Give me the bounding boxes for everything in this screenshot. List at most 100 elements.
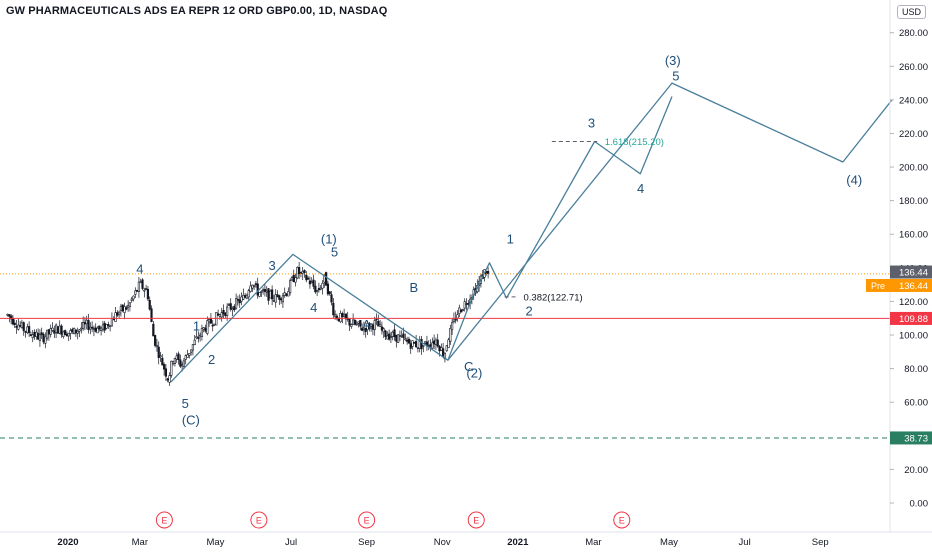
candle-body bbox=[51, 327, 54, 331]
candle-body bbox=[388, 333, 391, 340]
candle-body bbox=[28, 326, 31, 334]
price-tag bbox=[890, 265, 932, 279]
candle-body bbox=[292, 274, 295, 283]
candle-body bbox=[35, 331, 38, 338]
fib-levels-layer: 0.382(122.71) 1.618(215.20) bbox=[504, 137, 664, 303]
candle-body bbox=[458, 307, 461, 314]
wave-label: B bbox=[410, 280, 419, 295]
candle-body bbox=[242, 294, 245, 300]
y-tick-label: 100.00 bbox=[899, 331, 928, 342]
candle-body bbox=[321, 283, 324, 289]
candle-body bbox=[431, 342, 434, 349]
candle-body bbox=[148, 299, 151, 310]
candle-body bbox=[33, 331, 36, 337]
candle-body bbox=[105, 324, 108, 329]
candle-body bbox=[265, 290, 268, 293]
candle-body bbox=[287, 291, 290, 297]
impulse-wave-line bbox=[447, 82, 893, 361]
candle-body bbox=[307, 277, 310, 280]
candle-body bbox=[179, 359, 182, 367]
candle-body bbox=[182, 360, 186, 367]
candle-body bbox=[38, 334, 42, 341]
candle-body bbox=[154, 335, 157, 346]
candle-body bbox=[123, 306, 126, 313]
x-tick-label: Sep bbox=[358, 537, 375, 548]
candle-body bbox=[103, 322, 106, 331]
candle-body bbox=[359, 319, 362, 327]
candle-body bbox=[193, 339, 196, 346]
candle-body bbox=[116, 312, 119, 316]
candle-body bbox=[436, 339, 439, 347]
candle-body bbox=[56, 326, 60, 334]
candle-body bbox=[317, 288, 321, 291]
candle-body bbox=[298, 267, 301, 275]
candle-body bbox=[371, 324, 375, 330]
currency-button[interactable]: USD bbox=[896, 5, 926, 19]
candle-body bbox=[107, 324, 110, 326]
wave-label: 2 bbox=[526, 304, 533, 319]
candle-body bbox=[375, 318, 378, 321]
candle-body bbox=[407, 338, 411, 344]
wave-label: 5 bbox=[672, 68, 679, 83]
price-tag-label: 109.88 bbox=[899, 314, 928, 325]
wave-label: 1 bbox=[507, 231, 514, 246]
candle-body bbox=[380, 326, 384, 331]
candle-body bbox=[188, 353, 191, 356]
earnings-marker bbox=[358, 511, 376, 529]
wave-label: A bbox=[362, 317, 371, 332]
candle-body bbox=[420, 338, 423, 350]
candle-body bbox=[118, 311, 121, 315]
candle-body bbox=[440, 347, 443, 351]
earnings-marker-label: E bbox=[256, 516, 262, 526]
candle-body bbox=[109, 325, 112, 328]
x-tick-label: May bbox=[206, 537, 224, 548]
y-tick-label: 280.00 bbox=[899, 28, 928, 39]
candle-body bbox=[29, 334, 33, 336]
y-tick-label: 0.00 bbox=[910, 499, 929, 510]
price-axis: 0.0020.0040.0060.0080.00100.00120.00140.… bbox=[866, 0, 932, 532]
x-tick-label: 2021 bbox=[507, 537, 529, 548]
candle-body bbox=[152, 323, 155, 337]
candle-body bbox=[451, 322, 454, 331]
candle-body bbox=[245, 294, 249, 299]
corrective-wave-line bbox=[170, 96, 673, 383]
candle-body bbox=[130, 298, 133, 301]
candle-body bbox=[199, 334, 202, 337]
candle-body bbox=[260, 291, 263, 293]
candle-body bbox=[389, 336, 393, 338]
candle-body bbox=[217, 313, 220, 316]
fib-level-label: 0.382(122.71) bbox=[523, 292, 582, 303]
candle-body bbox=[411, 340, 414, 347]
candle-body bbox=[393, 329, 396, 338]
candle-body bbox=[251, 284, 254, 289]
candle-body bbox=[386, 335, 389, 340]
earnings-marker bbox=[250, 511, 268, 529]
candle-body bbox=[267, 288, 270, 301]
candle-body bbox=[168, 375, 171, 383]
candle-body bbox=[334, 314, 337, 317]
candle-body bbox=[280, 298, 283, 301]
candle-body bbox=[305, 274, 308, 281]
candle-body bbox=[114, 312, 117, 322]
candle-body bbox=[184, 355, 187, 360]
candle-body bbox=[31, 334, 34, 339]
wave-label: 3 bbox=[588, 115, 595, 130]
candle-body bbox=[67, 332, 70, 337]
candle-body bbox=[172, 361, 175, 364]
x-tick-label: 2020 bbox=[57, 537, 78, 548]
candle-body bbox=[357, 321, 360, 324]
candle-body bbox=[37, 333, 40, 340]
candle-body bbox=[197, 337, 200, 339]
candle-body bbox=[195, 336, 198, 339]
candle-body bbox=[434, 339, 438, 345]
candle-body bbox=[382, 328, 385, 333]
x-tick-label: Mar bbox=[585, 537, 601, 548]
candle-body bbox=[353, 320, 357, 325]
wave-label: (3) bbox=[665, 53, 681, 68]
price-tag-label: 136.44 bbox=[899, 268, 928, 279]
candle-body bbox=[42, 334, 45, 343]
candle-body bbox=[235, 298, 238, 309]
candle-body bbox=[395, 334, 398, 342]
